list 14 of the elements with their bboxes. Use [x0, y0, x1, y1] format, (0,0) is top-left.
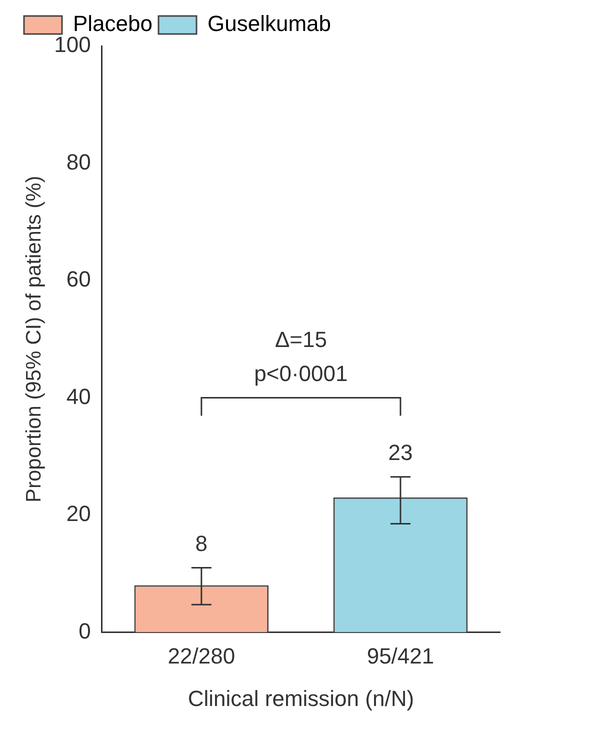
y-tick-label: 0: [78, 618, 91, 644]
annotation: p<0·0001: [254, 360, 348, 386]
legend-label: Guselkumab: [208, 11, 332, 36]
y-tick-label: 60: [66, 266, 91, 292]
x-axis-title: Clinical remission (n/N): [188, 686, 414, 711]
data-label: 23: [388, 440, 413, 465]
annotation: Δ=15: [274, 326, 327, 352]
y-tick-label: 40: [66, 384, 91, 409]
y-tick-label: 20: [66, 501, 91, 526]
data-label: 8: [195, 530, 208, 556]
x-tick-label: 22/280: [168, 643, 236, 668]
y-axis-title: Proportion (95% CI) of patients (%): [22, 176, 46, 503]
x-tick-label: 95/421: [366, 643, 434, 668]
y-tick-label: 80: [66, 149, 91, 174]
